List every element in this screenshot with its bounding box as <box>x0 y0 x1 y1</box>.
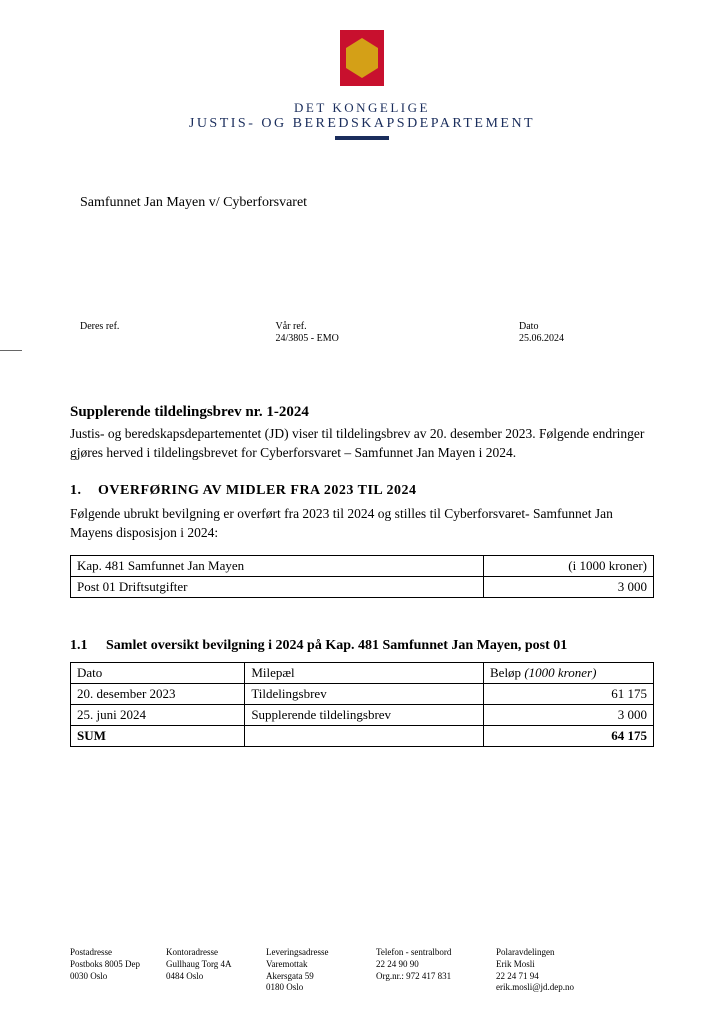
footer-telefon: Telefon - sentralbord 22 24 90 90 Org.nr… <box>376 947 486 994</box>
footer-line: 0484 Oslo <box>166 971 256 983</box>
footer-leveringsadresse: Leveringsadresse Varemottak Akersgata 59… <box>266 947 366 994</box>
document-page: DET KONGELIGE JUSTIS- OG BEREDSKAPSDEPAR… <box>0 0 724 747</box>
footer-postadresse: Postadresse Postboks 8005 Dep 0030 Oslo <box>70 947 156 994</box>
reference-block: Deres ref. Vår ref. 24/3805 - EMO Dato 2… <box>80 321 654 344</box>
ref-dato-value: 25.06.2024 <box>519 333 564 344</box>
header-underline <box>335 136 389 140</box>
table-cell: (i 1000 kroner) <box>484 555 654 576</box>
header-unit: (1000 kroner) <box>524 665 596 680</box>
footer-line: Telefon - sentralbord <box>376 947 486 959</box>
table-overview: Dato Milepæl Beløp (1000 kroner) 20. des… <box>70 662 654 747</box>
coat-of-arms-icon <box>340 30 384 86</box>
table-row: Post 01 Driftsutgifter 3 000 <box>71 576 654 597</box>
table-header: Milepæl <box>245 662 484 683</box>
footer-line: Akersgata 59 <box>266 971 366 983</box>
footer: Postadresse Postboks 8005 Dep 0030 Oslo … <box>70 947 654 994</box>
ministry-line1: DET KONGELIGE <box>70 100 654 116</box>
ministry-name: DET KONGELIGE JUSTIS- OG BEREDSKAPSDEPAR… <box>70 100 654 132</box>
section-1-heading: 1.OVERFØRING AV MIDLER FRA 2023 TIL 2024 <box>70 483 654 499</box>
table-header-row: Dato Milepæl Beløp (1000 kroner) <box>71 662 654 683</box>
intro-paragraph: Justis- og beredskapsdepartementet (JD) … <box>70 425 654 463</box>
table-row: 25. juni 2024 Supplerende tildelingsbrev… <box>71 704 654 725</box>
ref-deres-label: Deres ref. <box>80 321 186 332</box>
section-1-title: OVERFØRING AV MIDLER FRA 2023 TIL 2024 <box>98 483 417 498</box>
table-cell: 20. desember 2023 <box>71 683 245 704</box>
section-1-num: 1. <box>70 483 98 499</box>
table-cell: 61 175 <box>484 683 654 704</box>
header-belop: Beløp <box>490 665 524 680</box>
footer-line: Erik Mosli <box>496 959 606 971</box>
fold-mark <box>0 350 22 351</box>
table-row: Kap. 481 Samfunnet Jan Mayen (i 1000 kro… <box>71 555 654 576</box>
ministry-line2: JUSTIS- OG BEREDSKAPSDEPARTEMENT <box>70 116 654 132</box>
footer-line: Varemottak <box>266 959 366 971</box>
footer-line: 0030 Oslo <box>70 971 156 983</box>
footer-line: Org.nr.: 972 417 831 <box>376 971 486 983</box>
table-cell <box>245 725 484 746</box>
sub-title: Samlet oversikt bevilgning i 2024 på Kap… <box>106 638 567 654</box>
table-cell: 3 000 <box>484 576 654 597</box>
footer-line: Postadresse <box>70 947 156 959</box>
footer-kontoradresse: Kontoradresse Gullhaug Torg 4A 0484 Oslo <box>166 947 256 994</box>
letterhead: DET KONGELIGE JUSTIS- OG BEREDSKAPSDEPAR… <box>70 30 654 140</box>
table-header: Beløp (1000 kroner) <box>484 662 654 683</box>
footer-line: Polaravdelingen <box>496 947 606 959</box>
sub-num: 1.1 <box>70 638 106 654</box>
table-cell: 3 000 <box>484 704 654 725</box>
footer-line: Postboks 8005 Dep <box>70 959 156 971</box>
table-cell: 25. juni 2024 <box>71 704 245 725</box>
table-cell: Tildelingsbrev <box>245 683 484 704</box>
footer-line: erik.mosli@jd.dep.no <box>496 982 606 994</box>
table-cell: Kap. 481 Samfunnet Jan Mayen <box>71 555 484 576</box>
table-cell: Post 01 Driftsutgifter <box>71 576 484 597</box>
footer-line: 0180 Oslo <box>266 982 366 994</box>
table-cell: Supplerende tildelingsbrev <box>245 704 484 725</box>
ref-var: Vår ref. 24/3805 - EMO <box>276 321 429 344</box>
table-row: 20. desember 2023 Tildelingsbrev 61 175 <box>71 683 654 704</box>
table-header: Dato <box>71 662 245 683</box>
ref-var-value: 24/3805 - EMO <box>276 333 429 344</box>
footer-line: Kontoradresse <box>166 947 256 959</box>
footer-line: Leveringsadresse <box>266 947 366 959</box>
footer-avdeling: Polaravdelingen Erik Mosli 22 24 71 94 e… <box>496 947 606 994</box>
table-cell: 64 175 <box>484 725 654 746</box>
table-transfer: Kap. 481 Samfunnet Jan Mayen (i 1000 kro… <box>70 555 654 598</box>
table-sum-row: SUM 64 175 <box>71 725 654 746</box>
subsection-heading: 1.1 Samlet oversikt bevilgning i 2024 på… <box>70 638 654 654</box>
footer-line: 22 24 90 90 <box>376 959 486 971</box>
ref-dato: Dato 25.06.2024 <box>519 321 564 344</box>
recipient: Samfunnet Jan Mayen v/ Cyberforsvaret <box>80 195 654 211</box>
footer-line: Gullhaug Torg 4A <box>166 959 256 971</box>
ref-var-label: Vår ref. <box>276 321 429 332</box>
section-1-para: Følgende ubrukt bevilgning er overført f… <box>70 505 654 543</box>
footer-line: 22 24 71 94 <box>496 971 606 983</box>
ref-dato-label: Dato <box>519 321 564 332</box>
table-cell: SUM <box>71 725 245 746</box>
ref-deres: Deres ref. <box>80 321 186 344</box>
document-title: Supplerende tildelingsbrev nr. 1-2024 <box>70 404 654 421</box>
